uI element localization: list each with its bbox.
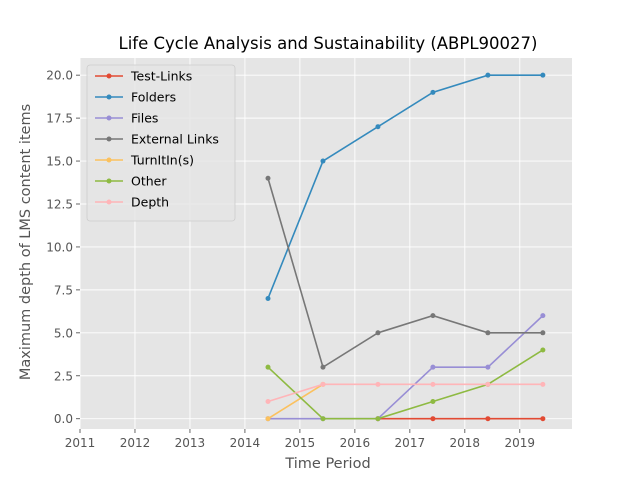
- data-point-external-links: [320, 364, 326, 370]
- x-tick-label: 2015: [285, 436, 316, 450]
- data-point-test-links: [485, 416, 491, 422]
- legend-marker: [106, 178, 112, 184]
- legend-item-external-links: External Links: [95, 132, 219, 147]
- y-tick-label: 20.0: [46, 69, 73, 83]
- legend-item-other: Other: [95, 174, 167, 189]
- data-point-other: [320, 416, 326, 422]
- data-point-external-links: [540, 330, 546, 336]
- data-point-depth: [485, 381, 491, 387]
- y-tick-label: 15.0: [46, 155, 73, 169]
- data-point-files: [430, 364, 436, 370]
- data-point-other: [430, 399, 436, 405]
- x-tick-label: 2011: [65, 436, 96, 450]
- chart-title: Life Cycle Analysis and Sustainability (…: [119, 34, 538, 53]
- legend-label: TurnItIn(s): [130, 153, 194, 168]
- y-tick-label: 12.5: [46, 197, 73, 211]
- x-tick-label: 2016: [340, 436, 371, 450]
- legend-label: Depth: [131, 195, 169, 210]
- legend-label: External Links: [131, 132, 219, 147]
- data-point-other: [265, 364, 271, 370]
- x-tick-label: 2017: [395, 436, 426, 450]
- x-axis-label: Time Period: [284, 456, 370, 472]
- legend-item-turnitin-s: TurnItIn(s): [95, 153, 194, 168]
- series-external-links: [265, 175, 546, 370]
- series-line-depth: [267, 383, 543, 403]
- series-line-turnitin-s: [267, 383, 324, 420]
- series-depth: [265, 381, 546, 405]
- y-axis-label: Maximum depth of LMS content items: [18, 104, 34, 380]
- data-point-test-links: [540, 416, 546, 422]
- x-tick-label: 2013: [175, 436, 206, 450]
- data-point-folders: [375, 124, 381, 130]
- series-line-other: [267, 349, 544, 420]
- series-line-external-links: [267, 178, 543, 369]
- y-tick-label: 5.0: [54, 326, 73, 340]
- data-point-folders: [540, 72, 546, 78]
- legend-label: Folders: [131, 90, 176, 105]
- data-point-files: [540, 313, 546, 319]
- legend-marker: [106, 199, 112, 205]
- legend-item-files: Files: [95, 111, 158, 126]
- x-tick-label: 2018: [450, 436, 481, 450]
- legend-label: Test-Links: [130, 69, 192, 84]
- data-point-folders: [320, 158, 326, 164]
- legend: Test-Links Folders Files External Links Turn…: [86, 64, 236, 222]
- data-point-depth: [320, 381, 326, 387]
- y-tick-label: 10.0: [46, 240, 73, 254]
- data-point-folders: [430, 89, 436, 95]
- y-tick-label: 0.0: [54, 412, 73, 426]
- legend-item-folders: Folders: [95, 90, 176, 105]
- data-point-depth: [430, 381, 436, 387]
- legend-label: Other: [131, 174, 167, 189]
- legend-marker: [106, 73, 112, 79]
- series-line-files: [268, 315, 544, 420]
- legend-box: [86, 64, 236, 222]
- data-point-test-links: [430, 416, 436, 422]
- y-tick-label: 2.5: [54, 369, 73, 383]
- legend-marker: [106, 136, 112, 142]
- data-point-depth: [540, 381, 546, 387]
- data-point-other: [540, 347, 546, 353]
- legend-marker: [106, 115, 112, 121]
- y-tick-label: 7.5: [54, 283, 73, 297]
- data-point-external-links: [375, 330, 381, 336]
- series-layer: [265, 72, 546, 422]
- data-point-folders: [485, 72, 491, 78]
- legend-marker: [106, 94, 112, 100]
- data-point-files: [485, 364, 491, 370]
- x-tick-label: 2019: [505, 436, 536, 450]
- series-line-folders: [267, 74, 543, 299]
- ticks: 2011 2012 2013 2014 2015 2016 2017 2018 2019 0.0 2…: [46, 69, 535, 450]
- x-tick-label: 2014: [230, 436, 261, 450]
- data-point-external-links: [430, 313, 436, 319]
- data-point-turnitin-s: [265, 416, 271, 422]
- series-folders: [265, 72, 546, 301]
- y-tick-label: 17.5: [46, 112, 73, 126]
- data-point-external-links: [265, 175, 271, 181]
- legend-marker: [106, 157, 112, 163]
- legend-item-test-links: Test-Links: [95, 69, 192, 84]
- legend-label: Files: [131, 111, 158, 126]
- data-point-other: [375, 416, 381, 422]
- data-point-depth: [265, 399, 271, 405]
- legend-item-depth: Depth: [95, 195, 169, 210]
- x-tick-label: 2012: [120, 436, 151, 450]
- data-point-folders: [265, 295, 271, 301]
- data-point-depth: [375, 381, 381, 387]
- data-point-external-links: [485, 330, 491, 336]
